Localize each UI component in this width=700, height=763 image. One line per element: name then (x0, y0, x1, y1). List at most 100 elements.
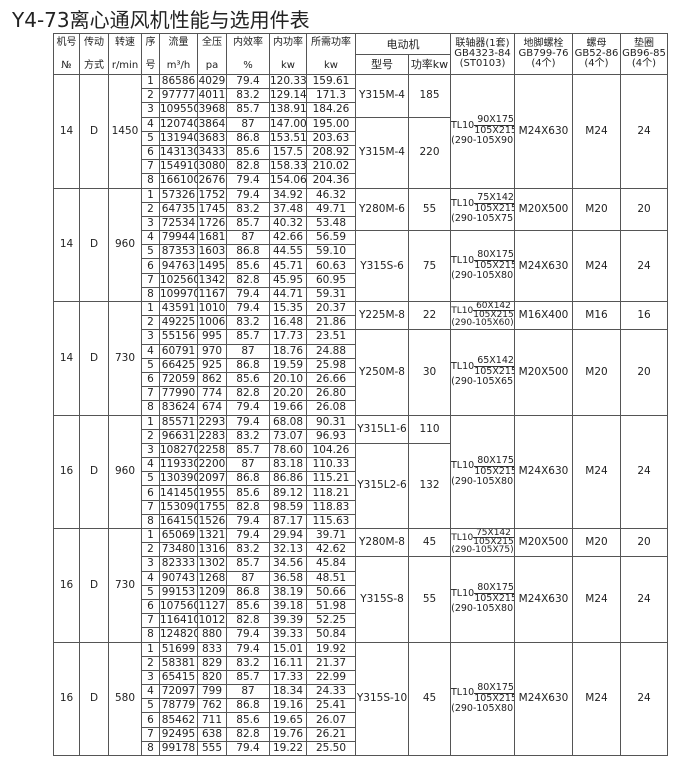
required-power: 26.66 (306, 371, 356, 388)
inner-power: 45.71 (269, 258, 307, 274)
washer: 20 (620, 329, 668, 416)
seq: 3 (141, 669, 160, 686)
motor-model: Y315M-4 (355, 74, 409, 118)
nut: M20 (572, 329, 621, 416)
required-power: 49.71 (306, 201, 356, 217)
efficiency: 83.2 (226, 201, 270, 217)
header-unit: № (61, 59, 72, 71)
efficiency: 85.7 (226, 442, 270, 459)
pressure: 1127 (197, 598, 227, 615)
motor-model: Y315M-4 (355, 116, 409, 189)
machine-no: 16 (53, 414, 80, 529)
seq: 4 (141, 116, 160, 132)
motor-power: 75 (408, 230, 451, 302)
pressure: 3433 (197, 144, 227, 161)
inner-power: 37.48 (269, 201, 307, 217)
efficiency: 86.8 (226, 130, 270, 146)
washer: 16 (620, 300, 668, 331)
seq: 2 (141, 542, 160, 558)
coupling-bottom: 105X215 (473, 537, 514, 548)
table-row: 3 72534 1726 85.7 40.32 53.48 (54, 215, 668, 232)
pressure: 774 (197, 386, 227, 402)
seq: 4 (141, 343, 160, 359)
header-label: 内功率 (273, 36, 303, 48)
efficiency: 85.6 (226, 258, 270, 274)
efficiency: 85.7 (226, 669, 270, 686)
drive-type: D (79, 301, 109, 416)
coupling-top: 65X142 (474, 356, 514, 368)
inner-power: 40.32 (269, 215, 307, 232)
coupling-bottom: 105X215 (474, 593, 515, 605)
required-power: 26.08 (306, 400, 356, 416)
required-power: 203.63 (306, 130, 356, 146)
coupling-spec: TL10 80X175 105X215 (290-105X80) (452, 455, 514, 487)
pressure: 1321 (197, 527, 227, 544)
coupling-bottom: 105X215 (474, 692, 515, 704)
required-power: 52.25 (306, 613, 356, 629)
table-row: 8 99178 555 79.4 19.22 25.50 (54, 740, 668, 757)
flow: 107560 (159, 598, 198, 615)
efficiency: 79.4 (226, 627, 270, 643)
efficiency: 87 (226, 116, 270, 132)
required-power: 208.92 (306, 144, 356, 161)
inner-power: 78.60 (269, 442, 307, 459)
flow: 119330 (159, 457, 198, 473)
washer: 20 (620, 527, 668, 558)
table-row: 8 109970 1167 79.4 44.71 59.31 (54, 286, 668, 303)
required-power: 59.10 (306, 244, 356, 260)
motor-model: Y225M-8 (355, 300, 409, 331)
flow: 86586 (159, 73, 198, 90)
pressure: 1726 (197, 215, 227, 232)
coupling-spec: TL10 80X175 105X215 (290-105X80) (452, 682, 515, 714)
coupling-note: (290-105X80) (451, 603, 515, 615)
motor-power: 30 (408, 329, 451, 416)
efficiency: 85.6 (226, 371, 270, 388)
header-motor: 电动机 (355, 33, 451, 55)
seq: 3 (141, 215, 160, 232)
efficiency: 79.4 (226, 641, 270, 657)
table-row: 6 143130 3433 85.6 157.5 208.92 (54, 144, 668, 161)
required-power: 51.98 (306, 598, 356, 615)
speed: 730 (108, 528, 142, 643)
pressure: 995 (197, 329, 227, 345)
inner-power: 19.59 (269, 357, 307, 373)
required-power: 26.21 (306, 726, 356, 742)
pressure: 1006 (197, 315, 227, 331)
efficiency: 85.7 (226, 556, 270, 572)
header-unit: 号 (145, 59, 156, 71)
anchor-bolt: M24X630 (514, 556, 573, 643)
pressure: 4029 (197, 73, 227, 90)
header-label: 螺母 (586, 38, 607, 49)
flow: 99178 (159, 740, 198, 757)
required-power: 110.33 (306, 457, 356, 473)
required-power: 26.07 (306, 712, 356, 728)
coupling-spec: TL10 90X175 105X215 (290-105X90) (451, 115, 515, 147)
seq: 7 (141, 726, 160, 742)
pressure: 1010 (197, 300, 227, 317)
coupling: TL10 75X142 105X215 (290-105X75) (450, 527, 515, 558)
seq: 2 (141, 315, 160, 331)
drive-type: D (79, 74, 109, 189)
inner-power: 19.65 (269, 712, 307, 728)
efficiency: 87 (226, 230, 270, 246)
pressure: 1342 (197, 272, 227, 288)
nut: M24 (572, 556, 621, 643)
table-row: 6 107560 1127 85.6 39.18 51.98 (54, 598, 668, 615)
coupling-fraction: 80X175 105X215 (474, 682, 515, 704)
pressure: 799 (197, 684, 227, 700)
header-drive: 传动 方式 (79, 33, 109, 75)
efficiency: 86.8 (226, 357, 270, 373)
coupling-note: (290-105X90) (451, 135, 515, 147)
fan-performance-table: 机号 № 传动 方式 转速 r/min 序号 流量 m³/h 全压 pa 内效率% 内功率… (53, 33, 668, 757)
seq: 6 (141, 598, 160, 615)
required-power: 56.59 (306, 230, 356, 246)
required-power: 195.00 (306, 116, 356, 132)
required-power: 50.66 (306, 584, 356, 600)
table-row: 7 92495 638 82.8 19.76 26.21 (54, 726, 668, 742)
flow: 64735 (159, 201, 198, 217)
header-label: 传动 (84, 36, 104, 48)
pressure: 820 (197, 669, 227, 686)
motor-power: 45 (408, 527, 451, 558)
coupling: TL10 75X142 105X215 (290-105X75) (450, 187, 515, 232)
inner-power: 18.34 (269, 684, 307, 700)
